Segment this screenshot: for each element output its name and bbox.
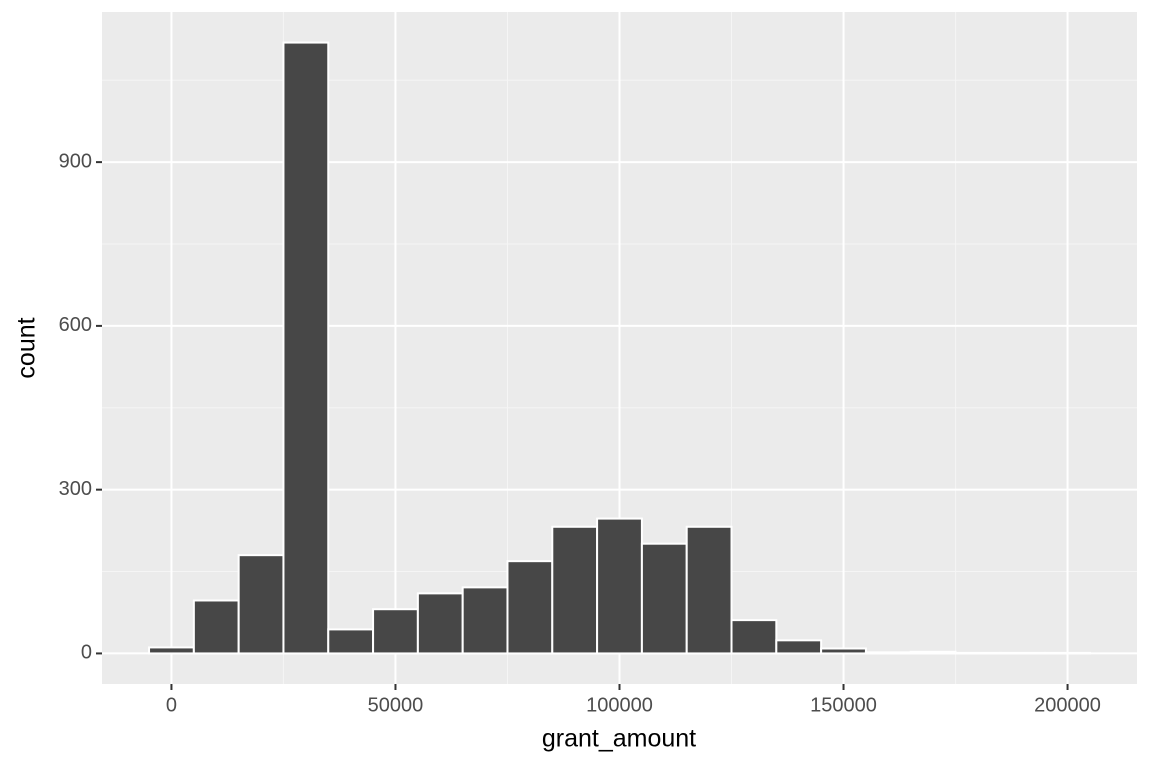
bar [685,525,733,655]
bar [640,542,688,655]
bar [192,599,240,655]
x-axis-title: grant_amount [542,725,696,753]
bar [372,608,419,655]
x-tick-label: 150000 [810,694,877,716]
bar [461,586,509,655]
bar [864,651,912,655]
bar [282,41,330,655]
x-tick-label: 100000 [586,694,653,716]
bar [820,647,867,655]
y-tick-label: 900 [59,150,92,172]
x-tick-label: 200000 [1034,694,1101,716]
bar [909,650,957,655]
bar [506,560,554,655]
bar [416,592,464,655]
y-tick-label: 600 [59,314,92,336]
bar [327,628,375,655]
y-tick-label: 300 [59,478,92,500]
bars [148,41,1091,655]
bar [954,651,1002,655]
bar [148,646,195,655]
bar [237,554,285,655]
bar [551,525,599,655]
bar [1044,651,1091,655]
x-tick-label: 50000 [368,694,424,716]
bar [999,651,1047,655]
bar [596,517,643,655]
x-tick-label: 0 [166,694,177,716]
y-axis-title: count [13,317,41,378]
y-tick-label: 0 [81,642,92,664]
bar [730,619,778,655]
bar [775,639,823,655]
axes: 0 300 600 900 0 50000 100000 150000 200000 [59,150,1101,716]
